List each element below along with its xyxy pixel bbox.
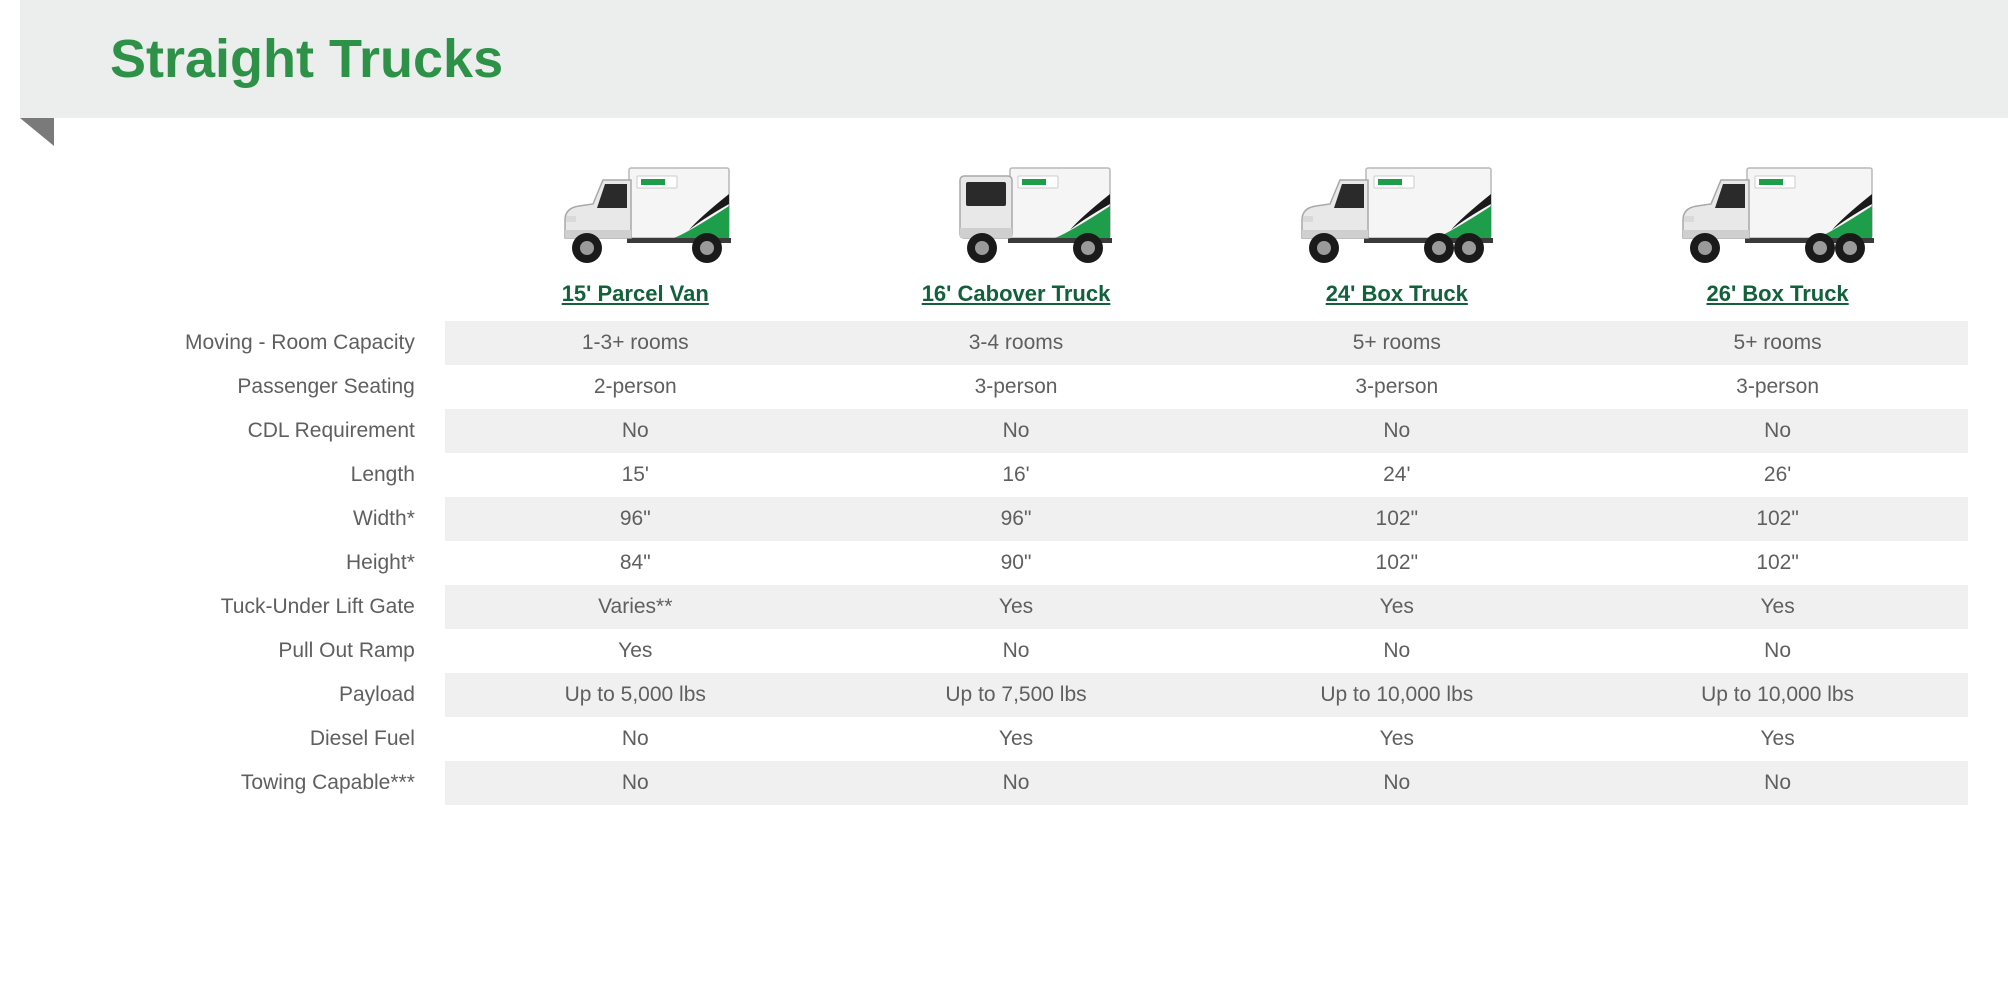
row-label: Towing Capable***: [40, 761, 445, 805]
data-cell: 102": [1587, 541, 1968, 585]
title-banner: Straight Trucks: [0, 0, 2008, 118]
row-label: Diesel Fuel: [40, 717, 445, 761]
table-row: Length15'16'24'26': [40, 453, 1968, 497]
table-header-row: 15' Parcel Van 16' Cabover Truck: [40, 148, 1968, 321]
comparison-table-wrap: 15' Parcel Van 16' Cabover Truck: [0, 138, 2008, 825]
row-label: Pull Out Ramp: [40, 629, 445, 673]
row-label: Passenger Seating: [40, 365, 445, 409]
data-cell: 90": [826, 541, 1207, 585]
data-cell: No: [445, 409, 826, 453]
title-banner-bg: Straight Trucks: [20, 0, 2008, 118]
data-cell: 3-person: [826, 365, 1207, 409]
data-cell: Up to 10,000 lbs: [1206, 673, 1587, 717]
data-cell: Yes: [445, 629, 826, 673]
data-cell: 1-3+ rooms: [445, 321, 826, 365]
row-label: Height*: [40, 541, 445, 585]
truck-name-link[interactable]: 24' Box Truck: [1326, 281, 1468, 307]
data-cell: No: [826, 409, 1207, 453]
row-label: CDL Requirement: [40, 409, 445, 453]
truck-illustration: [535, 158, 735, 273]
data-cell: 3-person: [1206, 365, 1587, 409]
truck-header-cell: 15' Parcel Van: [445, 148, 826, 321]
data-cell: 16': [826, 453, 1207, 497]
data-cell: Yes: [826, 585, 1207, 629]
table-row: Width*96"96"102"102": [40, 497, 1968, 541]
table-row: Passenger Seating2-person3-person3-perso…: [40, 365, 1968, 409]
table-row: Diesel FuelNoYesYesYes: [40, 717, 1968, 761]
table-row: Pull Out RampYesNoNoNo: [40, 629, 1968, 673]
data-cell: 15': [445, 453, 826, 497]
truck-illustration: [1297, 158, 1497, 273]
data-cell: Yes: [1206, 585, 1587, 629]
data-cell: 3-4 rooms: [826, 321, 1207, 365]
row-label: Payload: [40, 673, 445, 717]
truck-header-cell: 16' Cabover Truck: [826, 148, 1207, 321]
truck-name-link[interactable]: 16' Cabover Truck: [922, 281, 1111, 307]
data-cell: No: [1206, 761, 1587, 805]
data-cell: 5+ rooms: [1206, 321, 1587, 365]
header-blank-cell: [40, 148, 445, 321]
data-cell: Yes: [1587, 585, 1968, 629]
row-label: Width*: [40, 497, 445, 541]
data-cell: 102": [1206, 497, 1587, 541]
data-cell: Yes: [1206, 717, 1587, 761]
data-cell: No: [1206, 409, 1587, 453]
table-row: Height*84"90"102"102": [40, 541, 1968, 585]
data-cell: Up to 7,500 lbs: [826, 673, 1207, 717]
data-cell: No: [826, 629, 1207, 673]
data-cell: Up to 10,000 lbs: [1587, 673, 1968, 717]
data-cell: No: [1587, 409, 1968, 453]
row-label: Moving - Room Capacity: [40, 321, 445, 365]
data-cell: No: [445, 761, 826, 805]
data-cell: No: [1587, 629, 1968, 673]
data-cell: Up to 5,000 lbs: [445, 673, 826, 717]
truck-illustration: [1678, 158, 1878, 273]
data-cell: No: [1587, 761, 1968, 805]
truck-name-link[interactable]: 26' Box Truck: [1706, 281, 1848, 307]
data-cell: 102": [1587, 497, 1968, 541]
banner-fold-decoration: [20, 118, 54, 146]
data-cell: Yes: [826, 717, 1207, 761]
data-cell: No: [826, 761, 1207, 805]
truck-header-cell: 24' Box Truck: [1206, 148, 1587, 321]
data-cell: Varies**: [445, 585, 826, 629]
data-cell: 102": [1206, 541, 1587, 585]
row-label: Tuck-Under Lift Gate: [40, 585, 445, 629]
data-cell: 96": [826, 497, 1207, 541]
data-cell: 3-person: [1587, 365, 1968, 409]
data-cell: No: [1206, 629, 1587, 673]
table-row: CDL RequirementNoNoNoNo: [40, 409, 1968, 453]
comparison-table: 15' Parcel Van 16' Cabover Truck: [40, 148, 1968, 805]
row-label: Length: [40, 453, 445, 497]
truck-illustration: [916, 158, 1116, 273]
data-cell: 24': [1206, 453, 1587, 497]
data-cell: 2-person: [445, 365, 826, 409]
table-row: Towing Capable***NoNoNoNo: [40, 761, 1968, 805]
table-row: PayloadUp to 5,000 lbsUp to 7,500 lbsUp …: [40, 673, 1968, 717]
data-cell: Yes: [1587, 717, 1968, 761]
truck-name-link[interactable]: 15' Parcel Van: [562, 281, 709, 307]
data-cell: No: [445, 717, 826, 761]
table-row: Tuck-Under Lift GateVaries**YesYesYes: [40, 585, 1968, 629]
data-cell: 5+ rooms: [1587, 321, 1968, 365]
data-cell: 84": [445, 541, 826, 585]
page-title: Straight Trucks: [110, 28, 1948, 90]
table-row: Moving - Room Capacity1-3+ rooms3-4 room…: [40, 321, 1968, 365]
data-cell: 26': [1587, 453, 1968, 497]
data-cell: 96": [445, 497, 826, 541]
truck-header-cell: 26' Box Truck: [1587, 148, 1968, 321]
